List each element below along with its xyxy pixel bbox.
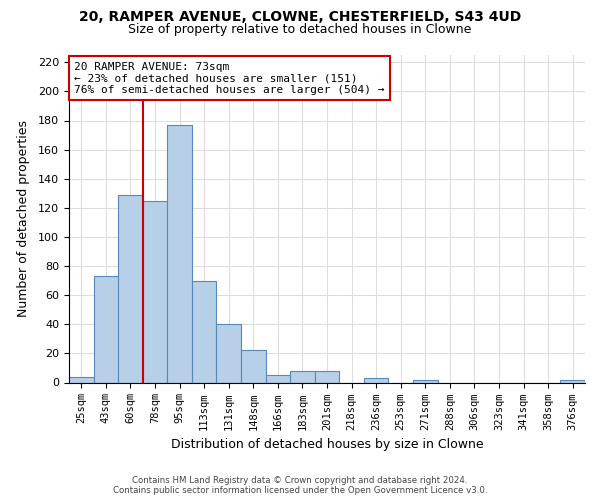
Bar bbox=[94, 276, 118, 382]
Bar bbox=[364, 378, 388, 382]
Bar bbox=[266, 375, 290, 382]
Bar bbox=[217, 324, 241, 382]
Bar bbox=[241, 350, 266, 382]
Bar bbox=[560, 380, 585, 382]
X-axis label: Distribution of detached houses by size in Clowne: Distribution of detached houses by size … bbox=[170, 438, 484, 451]
Text: Size of property relative to detached houses in Clowne: Size of property relative to detached ho… bbox=[128, 22, 472, 36]
Bar bbox=[118, 194, 143, 382]
Bar bbox=[192, 280, 217, 382]
Bar bbox=[315, 371, 339, 382]
Bar bbox=[167, 125, 192, 382]
Text: Contains HM Land Registry data © Crown copyright and database right 2024.
Contai: Contains HM Land Registry data © Crown c… bbox=[113, 476, 487, 495]
Bar bbox=[413, 380, 437, 382]
Text: 20 RAMPER AVENUE: 73sqm
← 23% of detached houses are smaller (151)
76% of semi-d: 20 RAMPER AVENUE: 73sqm ← 23% of detache… bbox=[74, 62, 385, 95]
Bar bbox=[69, 376, 94, 382]
Bar bbox=[143, 200, 167, 382]
Bar bbox=[290, 371, 315, 382]
Text: 20, RAMPER AVENUE, CLOWNE, CHESTERFIELD, S43 4UD: 20, RAMPER AVENUE, CLOWNE, CHESTERFIELD,… bbox=[79, 10, 521, 24]
Y-axis label: Number of detached properties: Number of detached properties bbox=[17, 120, 29, 318]
